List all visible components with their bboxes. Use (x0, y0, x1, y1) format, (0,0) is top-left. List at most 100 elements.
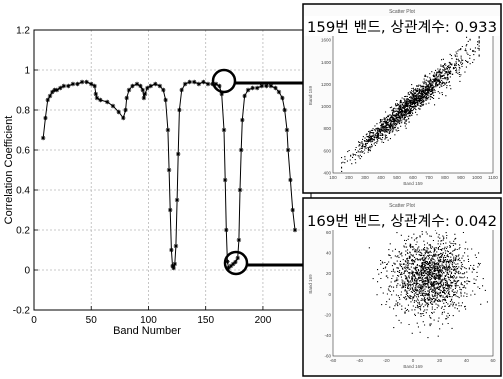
data-point-marker (182, 81, 188, 87)
data-point-marker (242, 93, 247, 99)
inset-title: Scatter Plot (389, 203, 415, 209)
y-tick-label: 1.2 (16, 26, 30, 37)
data-point-marker (259, 83, 264, 89)
inset-x-tick-label: -60 (330, 358, 337, 363)
data-point-marker (171, 265, 176, 271)
inset-y-tick-label: 1400 (321, 60, 332, 65)
data-point-marker (174, 197, 180, 203)
data-point-marker (45, 97, 50, 103)
data-point-marker (54, 87, 60, 93)
data-point-marker (226, 265, 231, 271)
inset-y-tick-label: 1000 (321, 104, 332, 109)
x-tick-label: 50 (86, 315, 98, 326)
data-point-marker (282, 107, 287, 113)
inset-x-tick-label: 800 (441, 175, 449, 180)
data-point-marker (192, 79, 197, 85)
data-point-marker (92, 83, 97, 89)
inset-y-tick-label: 40 (326, 251, 332, 256)
scatter-inset-band-169: Scatter Plot -60 -40 -20 0 20 40 60 -60 -40 -20 0 20… (302, 197, 502, 377)
data-point-marker (228, 263, 234, 269)
data-point-marker (134, 81, 140, 87)
data-point-marker (179, 87, 184, 93)
data-point-marker (268, 83, 274, 89)
inset-x-tick-label: 100 (329, 175, 337, 180)
data-point-marker (126, 87, 132, 93)
data-point-marker (157, 83, 163, 89)
x-tick-label: 100 (140, 315, 157, 326)
y-axis-title: Correlation Coefficient (3, 116, 15, 225)
inset-x-tick-label: 60 (490, 358, 496, 363)
data-point-marker (93, 91, 99, 97)
data-point-marker (61, 83, 66, 89)
x-axis-title: Band Number (113, 325, 181, 337)
y-tick-label: 0.2 (16, 226, 30, 237)
data-point-marker (105, 99, 110, 105)
data-point-marker (121, 115, 126, 121)
data-point-marker (84, 79, 89, 85)
data-point-marker (52, 87, 57, 93)
data-point-marker (166, 167, 172, 173)
data-point-marker (217, 83, 222, 89)
inset-y-tick-label: 1200 (321, 82, 332, 87)
data-point-marker (40, 135, 46, 141)
inset-x-tick-label: 700 (425, 175, 433, 180)
data-point-marker (177, 107, 182, 113)
highlight-circle-band-169 (223, 250, 249, 276)
data-point-marker (138, 83, 143, 89)
inset-x-tick-label: 20 (437, 358, 443, 363)
data-point-marker (201, 79, 206, 85)
data-point-marker (110, 103, 116, 109)
data-point-marker (70, 81, 76, 87)
data-point-marker (264, 83, 269, 89)
inset-x-tick-label: 400 (377, 175, 385, 180)
data-point-marker (230, 261, 236, 267)
data-point-marker (75, 81, 80, 87)
inset-x-tick-label: 500 (393, 175, 401, 180)
data-point-marker (176, 151, 181, 157)
inset-x-tick-label: 200 (345, 175, 353, 180)
data-point-marker (292, 227, 298, 233)
scatter-inset-band-159: Scatter Plot 100 200 300 400 500 600 700 800 900 1… (302, 3, 502, 194)
data-point-marker (141, 95, 147, 101)
data-point-marker (145, 85, 150, 91)
data-point-marker (50, 89, 55, 95)
data-point-marker (172, 261, 177, 267)
inset-x-tick-label: 1100 (488, 175, 498, 180)
data-point-marker (161, 87, 166, 93)
data-point-marker (225, 259, 230, 264)
annotation-background (304, 16, 500, 36)
inset-x-tick-label: 900 (457, 175, 465, 180)
data-point-marker (66, 83, 71, 89)
highlight-circle-band-159 (211, 68, 237, 94)
y-tick-label: 0.6 (16, 146, 30, 157)
data-point-marker (142, 91, 148, 97)
data-point-marker (238, 147, 244, 153)
inset-y-tick-label: 400 (323, 171, 331, 176)
inset-y-tick-label: 0 (328, 292, 331, 297)
data-point-marker (235, 255, 240, 261)
data-point-marker (187, 79, 192, 85)
data-point-marker (140, 87, 145, 93)
inset-y-tick-label: 1600 (321, 38, 332, 43)
inset-y-tick-label: 800 (323, 126, 331, 131)
inset-y-axis-title: Band 159 (308, 85, 313, 105)
data-point-marker (124, 95, 129, 101)
inset-y-tick-label: -60 (324, 354, 331, 359)
data-point-marker (245, 87, 251, 93)
inset-title: Scatter Plot (389, 9, 415, 15)
inset-y-tick-label: -20 (324, 312, 331, 317)
annotation-background (304, 210, 500, 230)
inset-y-axis-title: Band 169 (308, 274, 313, 294)
data-point-marker (213, 81, 219, 87)
y-tick-label: 0.4 (16, 186, 30, 197)
data-point-marker (224, 227, 229, 233)
x-tick-label: 0 (31, 315, 37, 326)
data-point-marker (273, 85, 278, 91)
inset-y-tick-label: 600 (323, 148, 331, 153)
data-point-marker (89, 81, 94, 87)
data-point-marker (43, 115, 48, 121)
inset-x-axis-title: Band 159 (403, 181, 423, 186)
scatter-points (341, 33, 480, 172)
